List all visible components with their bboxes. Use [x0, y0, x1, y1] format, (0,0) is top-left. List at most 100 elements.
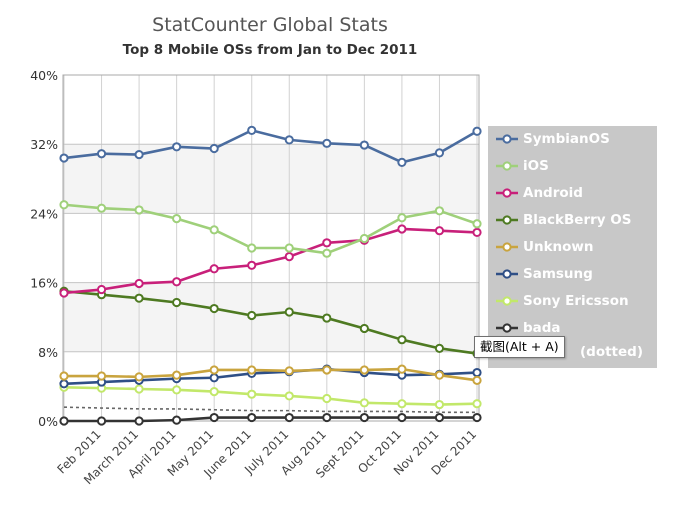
data-point-sony-ericsson	[434, 399, 445, 410]
data-point-bada	[472, 412, 482, 423]
legend-item-sony-ericsson[interactable]: Sony Ericsson	[494, 291, 654, 311]
data-point-blackberry-os	[284, 307, 294, 317]
y-tick-label: 40%	[30, 68, 58, 83]
legend-label: Unknown	[523, 239, 594, 255]
data-point-blackberry-os	[172, 297, 182, 308]
data-point-sony-ericsson	[322, 393, 332, 404]
data-point-android	[172, 277, 182, 287]
data-point-bada	[359, 412, 369, 423]
data-point-bada	[284, 412, 294, 423]
data-point-android	[96, 284, 107, 295]
data-point-sony-ericsson	[247, 389, 257, 399]
legend-item-android[interactable]: Android	[494, 183, 654, 203]
data-point-samsung	[209, 373, 219, 383]
legend-item-unknown[interactable]: Unknown	[494, 237, 654, 257]
series-line-symbianos	[63, 129, 478, 164]
data-point-symbianos	[359, 140, 369, 150]
data-point-ios	[359, 233, 369, 244]
data-point-symbianos	[397, 157, 407, 167]
legend-item-blackberry-os[interactable]: BlackBerry OS	[494, 210, 654, 230]
series-line-blackberry-os	[63, 289, 478, 355]
series-line-bada	[64, 416, 477, 423]
data-point-android	[134, 278, 144, 289]
legend-label: Sony Ericsson	[523, 293, 629, 309]
y-tick-label: 16%	[30, 276, 58, 291]
data-point-sony-ericsson	[209, 386, 219, 397]
data-point-unknown	[96, 371, 107, 381]
legend-marker-icon	[496, 269, 518, 279]
plot-band	[63, 144, 479, 214]
plot-area-border	[62, 74, 480, 422]
legend-item-symbianos[interactable]: SymbianOS	[494, 129, 654, 149]
data-point-unknown	[434, 370, 445, 380]
data-point-blackberry-os	[247, 310, 257, 321]
data-point-android	[397, 224, 407, 234]
legend-marker-icon	[496, 161, 518, 171]
legend-label: Android	[523, 185, 583, 201]
series-line-samsung	[63, 367, 478, 386]
data-point-symbianos	[472, 126, 482, 136]
chart-subtitle: Top 8 Mobile OSs from Jan to Dec 2011	[123, 42, 418, 58]
data-point-ios	[322, 248, 332, 258]
plot-band	[63, 282, 479, 352]
data-point-unknown	[172, 370, 182, 380]
data-point-blackberry-os	[134, 293, 144, 303]
legend-other-dotted-label: (dotted)	[580, 344, 644, 360]
data-point-unknown	[359, 365, 369, 375]
data-point-samsung	[472, 367, 482, 378]
data-point-symbianos	[172, 142, 182, 152]
data-point-symbianos	[96, 149, 107, 159]
data-point-android	[322, 238, 332, 248]
data-point-bada	[434, 412, 445, 423]
data-point-bada	[322, 412, 332, 423]
legend-marker-icon	[496, 134, 518, 144]
data-point-samsung	[59, 379, 69, 389]
plot-band	[63, 75, 479, 145]
data-point-symbianos	[322, 138, 332, 148]
series-line-sony-ericsson	[63, 385, 478, 406]
data-point-sony-ericsson	[284, 391, 294, 401]
data-point-symbianos	[434, 148, 445, 158]
legend-marker-icon	[496, 242, 518, 252]
data-point-bada	[209, 412, 219, 423]
data-point-ios	[434, 206, 445, 216]
data-point-ios	[96, 203, 107, 213]
series-line-other	[63, 406, 477, 414]
data-point-symbianos	[284, 135, 294, 145]
data-point-android	[247, 260, 257, 270]
data-point-android	[472, 227, 482, 238]
data-point-symbianos	[134, 149, 144, 160]
chart-title: StatCounter Global Stats	[152, 14, 388, 36]
data-point-symbianos	[247, 125, 257, 135]
series-line-unknown	[64, 367, 478, 382]
data-point-unknown	[397, 364, 407, 374]
legend-item-bada[interactable]: bada	[494, 318, 654, 338]
data-point-unknown	[322, 365, 332, 375]
y-tick-label: 8%	[38, 345, 58, 360]
y-tick-label: 24%	[30, 206, 58, 221]
data-point-bada	[134, 416, 144, 426]
data-point-android	[434, 226, 445, 236]
data-point-sony-ericsson	[472, 399, 482, 409]
data-point-android	[59, 288, 69, 298]
data-point-ios	[209, 225, 219, 235]
data-point-ios	[247, 243, 257, 253]
series-line-ios	[63, 203, 478, 255]
data-point-blackberry-os	[359, 323, 369, 334]
legend-marker-icon	[496, 188, 518, 198]
data-point-blackberry-os	[397, 335, 407, 345]
data-point-unknown	[247, 365, 257, 375]
data-point-bada	[96, 416, 107, 426]
data-point-unknown	[59, 371, 69, 381]
data-point-ios	[472, 219, 482, 229]
data-point-sony-ericsson	[172, 385, 182, 395]
plot-band	[63, 351, 479, 421]
legend-item-samsung[interactable]: Samsung	[494, 264, 654, 284]
data-point-bada	[397, 412, 407, 423]
data-point-blackberry-os	[209, 303, 219, 314]
legend-item-ios[interactable]: iOS	[494, 156, 654, 176]
screenshot-tooltip: 截图(Alt + A)	[474, 336, 565, 358]
data-point-sony-ericsson	[397, 399, 407, 409]
